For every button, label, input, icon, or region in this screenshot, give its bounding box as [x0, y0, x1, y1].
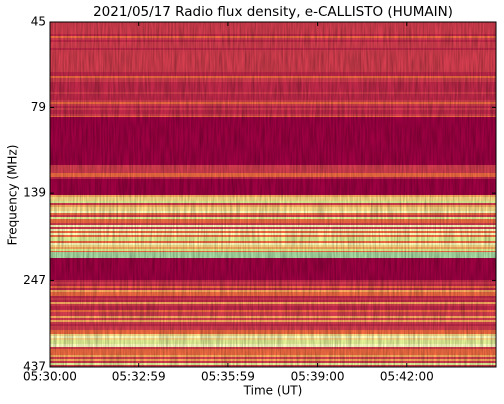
y-tick-label: 45 — [31, 15, 46, 29]
spectrogram — [50, 22, 496, 367]
plot-frame — [49, 21, 497, 368]
x-tick-label: 05:32:59 — [112, 370, 166, 384]
y-tick-label: 79 — [31, 100, 46, 114]
y-tick-label: 139 — [23, 186, 46, 200]
y-axis-label: Frequency (MHz) — [6, 145, 20, 246]
x-axis-label: Time (UT) — [243, 384, 303, 398]
y-tick-label: 247 — [23, 273, 46, 287]
x-tick-label: 05:42:00 — [380, 370, 434, 384]
y-tick-label: 437 — [23, 360, 46, 374]
noise-overlay — [50, 22, 496, 367]
x-tick-label: 05:30:00 — [23, 370, 77, 384]
chart-title: 2021/05/17 Radio flux density, e-CALLIST… — [93, 4, 453, 20]
x-tick-label: 05:35:59 — [201, 370, 255, 384]
x-tick-label: 05:39:00 — [291, 370, 345, 384]
